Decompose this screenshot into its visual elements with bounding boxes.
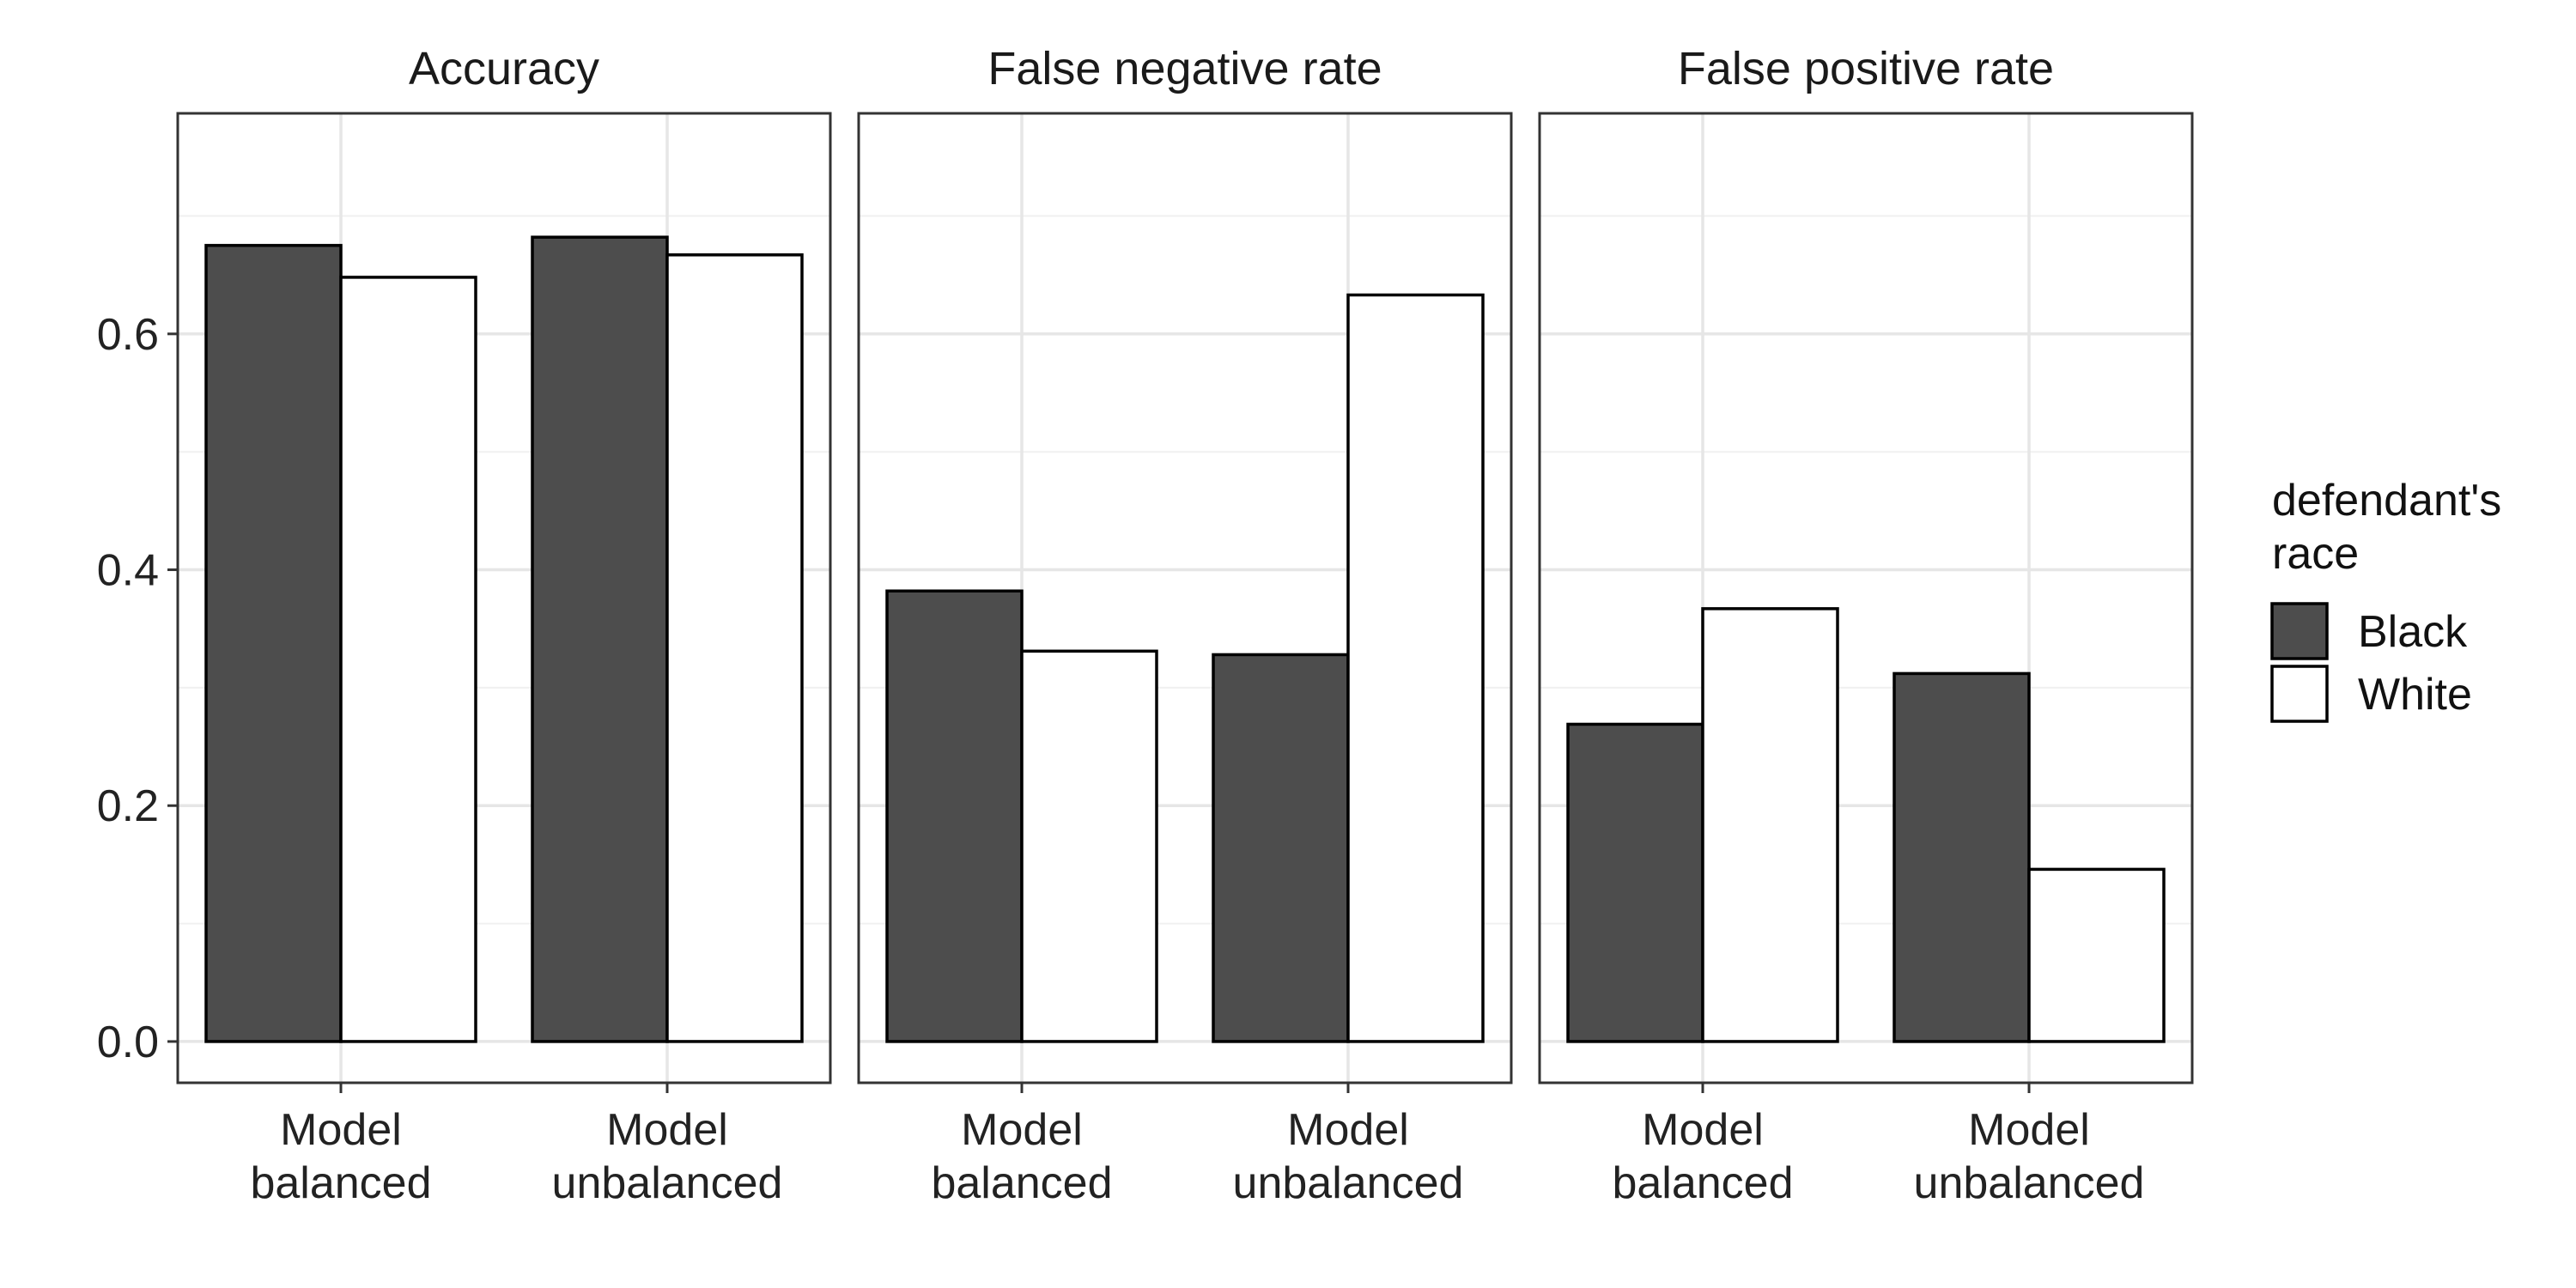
panel-border [1538, 112, 2194, 1084]
panel-border [857, 112, 1513, 1084]
x-tick-label: Model unbalanced [1233, 1105, 1464, 1208]
y-tick-label: 0.0 [97, 1018, 159, 1067]
legend-label-black: Black [2358, 607, 2468, 657]
x-tick-label: Model unbalanced [1914, 1105, 2145, 1208]
legend-key-white [2270, 665, 2329, 723]
bar-white-2-1 [1020, 649, 1158, 1043]
bar-black-3-2 [1893, 671, 2031, 1043]
legend: defendant's race Black White [2270, 476, 2501, 723]
bar-white-3-2 [2027, 867, 2166, 1043]
panel-3: False positive rate Model balanced Model unb… [1538, 43, 2194, 1208]
x-tick-label: Model balanced [250, 1105, 431, 1208]
panel-1: Accuracy Model balanced Model unbalanced [176, 43, 832, 1208]
legend-key-black [2270, 602, 2329, 660]
x-tick-label: Model balanced [931, 1105, 1112, 1208]
bar-white-1-1 [339, 276, 477, 1043]
bar-white-1-2 [665, 253, 804, 1043]
y-tick-label: 0.6 [97, 310, 159, 360]
bar-white-3-1 [1701, 607, 1839, 1043]
panel-border [176, 112, 832, 1084]
y-tick-label: 0.2 [97, 781, 159, 831]
bar-black-2-2 [1212, 653, 1350, 1043]
bar-black-3-1 [1566, 722, 1704, 1043]
facet-title: False negative rate [987, 43, 1382, 94]
y-axis: 0.0 0.2 0.4 0.6 [97, 310, 178, 1067]
legend-title: defendant's race [2272, 476, 2501, 579]
facet-title: False positive rate [1678, 43, 2054, 94]
x-tick-label: Model unbalanced [552, 1105, 783, 1208]
bar-white-2-2 [1346, 293, 1485, 1043]
y-tick-label: 0.4 [97, 546, 159, 596]
x-tick-label: Model balanced [1612, 1105, 1793, 1208]
panel-2: False negative rate Model balanced Model unb… [857, 43, 1513, 1208]
bar-black-1-2 [531, 235, 669, 1043]
bar-black-2-1 [885, 589, 1024, 1043]
legend-label-white: White [2358, 670, 2472, 720]
bar-black-1-1 [204, 244, 343, 1043]
facet-title: Accuracy [409, 43, 599, 94]
